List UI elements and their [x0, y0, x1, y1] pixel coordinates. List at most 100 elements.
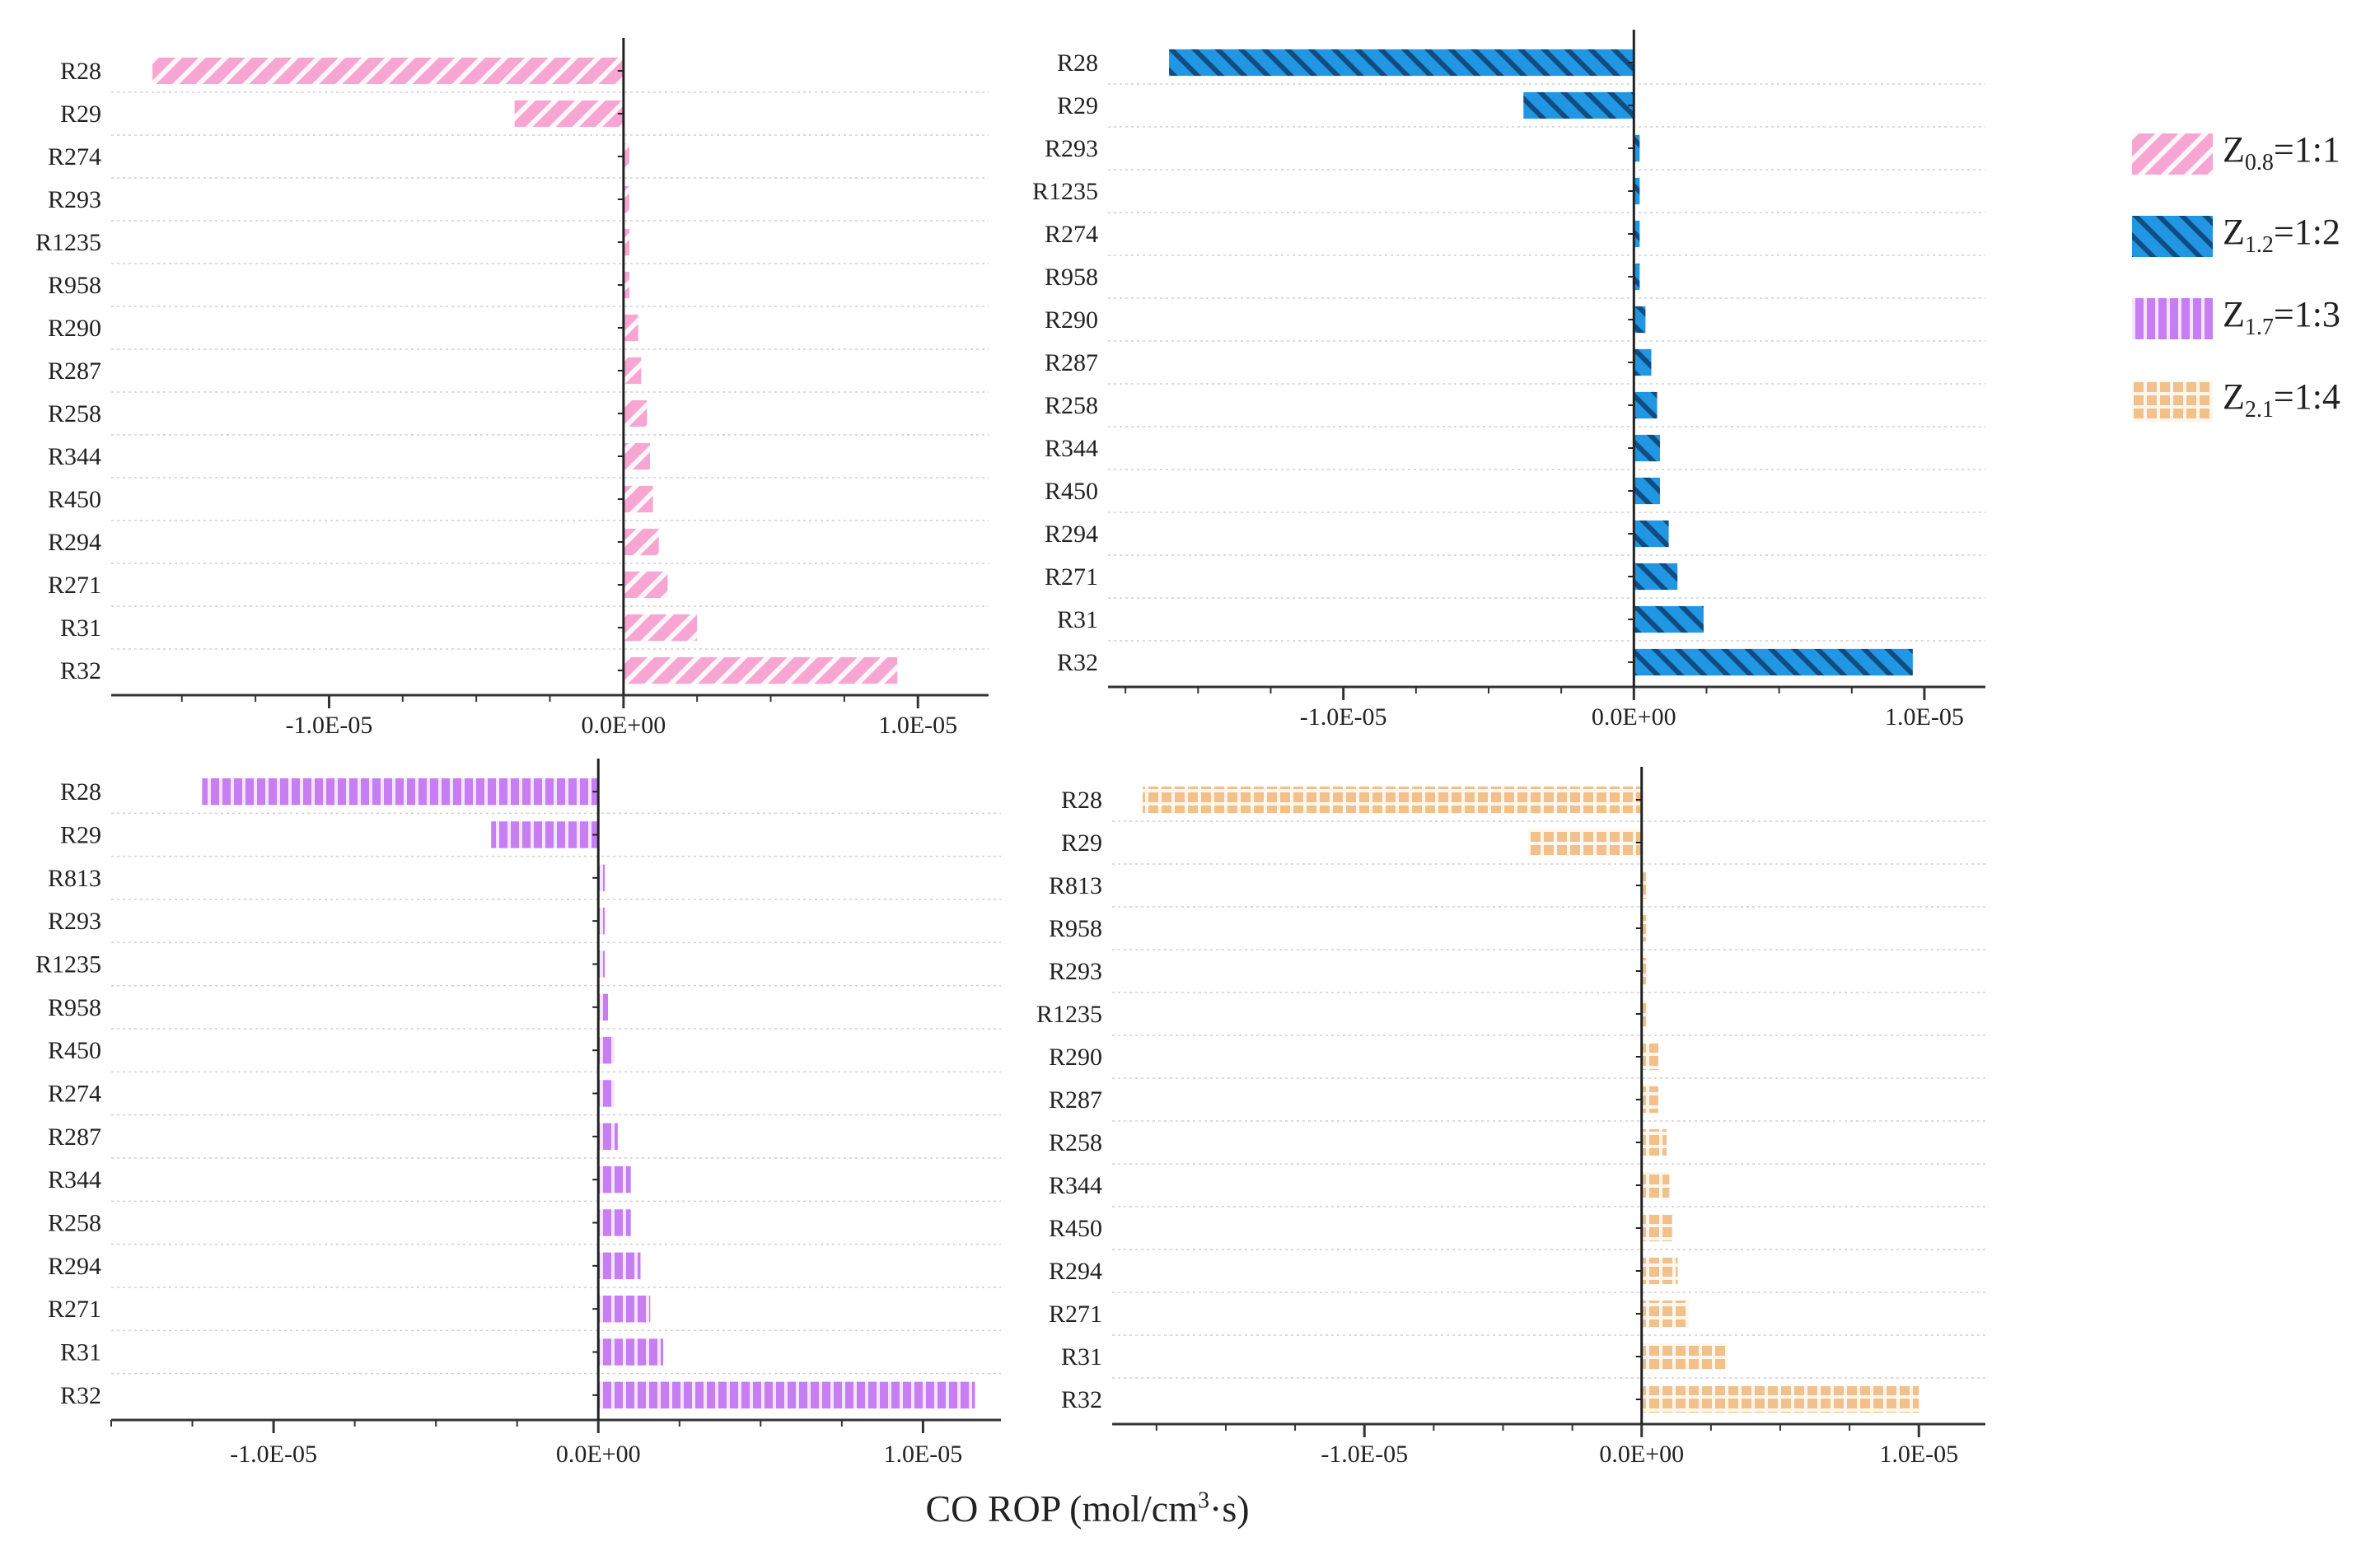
bar-r258: [623, 399, 648, 427]
category-label: R28: [1061, 787, 1102, 814]
category-label: R344: [48, 1166, 101, 1193]
bar-r258: [1641, 1128, 1667, 1156]
category-label: R450: [48, 1037, 101, 1064]
category-label: R271: [1045, 563, 1098, 591]
bar-r258: [598, 1209, 631, 1236]
category-label: R271: [48, 1296, 101, 1323]
bar-r450: [623, 485, 653, 513]
category-label: R29: [1057, 92, 1098, 119]
category-label: R450: [1045, 478, 1098, 505]
category-label: R32: [60, 657, 101, 684]
bar-r287: [1641, 1086, 1658, 1114]
bar-r813: [598, 864, 606, 892]
category-label: R31: [60, 614, 101, 642]
x-tick-label: -1.0E-05: [1321, 1441, 1408, 1468]
bar-r28: [202, 778, 599, 806]
category-label: R271: [48, 572, 101, 599]
category-label: R1235: [35, 229, 101, 256]
chart-panel-2: R28 R29 R293 R1235 R274 R958 R290 R287 R258 R344 R…: [1032, 30, 1985, 731]
x-tick-label: -1.0E-05: [230, 1441, 317, 1468]
bar-r31: [598, 1338, 664, 1366]
x-tick-label: 1.0E-05: [1879, 1441, 1958, 1468]
bar-r293: [1641, 957, 1648, 985]
bar-r31: [1634, 605, 1704, 633]
bar-r293: [1634, 134, 1640, 162]
bar-r32: [623, 656, 898, 684]
category-label: R290: [48, 315, 101, 342]
bar-r29: [1523, 91, 1634, 119]
category-label: R28: [1057, 49, 1098, 77]
x-tick-label: 0.0E+00: [1599, 1441, 1684, 1468]
category-label: R258: [1049, 1129, 1102, 1156]
bar-r31: [623, 614, 698, 642]
x-tick-label: 1.0E-05: [883, 1441, 962, 1468]
bar-r1235: [623, 228, 629, 256]
category-label: R287: [48, 1123, 101, 1151]
category-label: R274: [1045, 221, 1098, 248]
category-label: R294: [48, 529, 101, 556]
category-label: R258: [48, 1210, 101, 1237]
bar-r32: [1634, 648, 1913, 676]
legend-item: Z1.2=1:2: [2132, 206, 2371, 288]
legend-label: Z1.2=1:2: [2223, 212, 2340, 258]
bar-r344: [1641, 1171, 1670, 1199]
category-label: R32: [1061, 1386, 1102, 1413]
bar-r31: [1641, 1343, 1728, 1371]
bar-r293: [623, 185, 629, 213]
bar-r29: [491, 821, 599, 848]
bar-r450: [598, 1036, 615, 1064]
legend-item: Z2.1=1:4: [2132, 371, 2371, 453]
x-tick-label: 0.0E+00: [581, 712, 666, 739]
bar-r290: [1641, 1043, 1658, 1071]
category-label: R274: [48, 1081, 101, 1108]
bar-r258: [1634, 391, 1658, 419]
bar-r1235: [598, 950, 606, 978]
bar-r287: [1634, 348, 1652, 376]
bar-r450: [1641, 1214, 1672, 1242]
category-label: R813: [1049, 872, 1102, 899]
legend-item: Z0.8=1:1: [2132, 124, 2371, 206]
category-label: R958: [1045, 264, 1098, 291]
bar-r958: [598, 993, 609, 1021]
bar-r290: [1634, 306, 1646, 334]
category-label: R287: [1049, 1086, 1102, 1114]
x-axis-title: CO ROP (mol/cm3·s): [925, 1488, 1250, 1530]
bar-r274: [1634, 220, 1640, 248]
legend-swatch: [2132, 133, 2213, 175]
bar-r813: [1641, 871, 1648, 899]
bar-r958: [1634, 263, 1640, 291]
bar-r344: [1634, 434, 1661, 462]
category-label: R958: [1049, 915, 1102, 942]
bar-r344: [623, 442, 651, 470]
category-label: R1235: [1032, 178, 1098, 205]
bar-r29: [1527, 829, 1642, 857]
bar-r294: [1634, 520, 1669, 548]
category-label: R258: [1045, 392, 1098, 419]
category-label: R31: [1057, 606, 1098, 633]
category-label: R258: [48, 400, 101, 427]
x-tick-label: 1.0E-05: [1885, 703, 1964, 731]
legend-label: Z2.1=1:4: [2223, 376, 2340, 423]
category-label: R293: [1045, 135, 1098, 162]
category-label: R28: [60, 778, 101, 806]
legend: Z0.8=1:1 Z1.2=1:2 Z1.7=1:3 Z2.1=1:4: [2132, 124, 2371, 453]
legend-swatch: [2132, 298, 2213, 339]
category-label: R294: [48, 1253, 101, 1280]
bar-r958: [623, 271, 629, 299]
category-label: R813: [48, 865, 101, 892]
x-tick-label: 0.0E+00: [1592, 703, 1676, 731]
x-tick-label: 0.0E+00: [556, 1441, 641, 1468]
category-label: R271: [1049, 1301, 1102, 1328]
bar-r271: [598, 1295, 651, 1323]
bar-r294: [623, 528, 659, 556]
bar-r294: [1641, 1257, 1678, 1285]
bar-r28: [1169, 49, 1634, 77]
bar-r274: [598, 1080, 615, 1107]
category-label: R29: [60, 100, 101, 128]
legend-swatch: [2132, 381, 2213, 422]
category-label: R32: [1057, 649, 1098, 676]
category-label: R290: [1045, 306, 1098, 334]
category-label: R287: [48, 357, 101, 385]
chart-panel-3: R28 R29 R813 R293 R1235 R958 R450 R274 R287 R344 R…: [35, 759, 1001, 1468]
